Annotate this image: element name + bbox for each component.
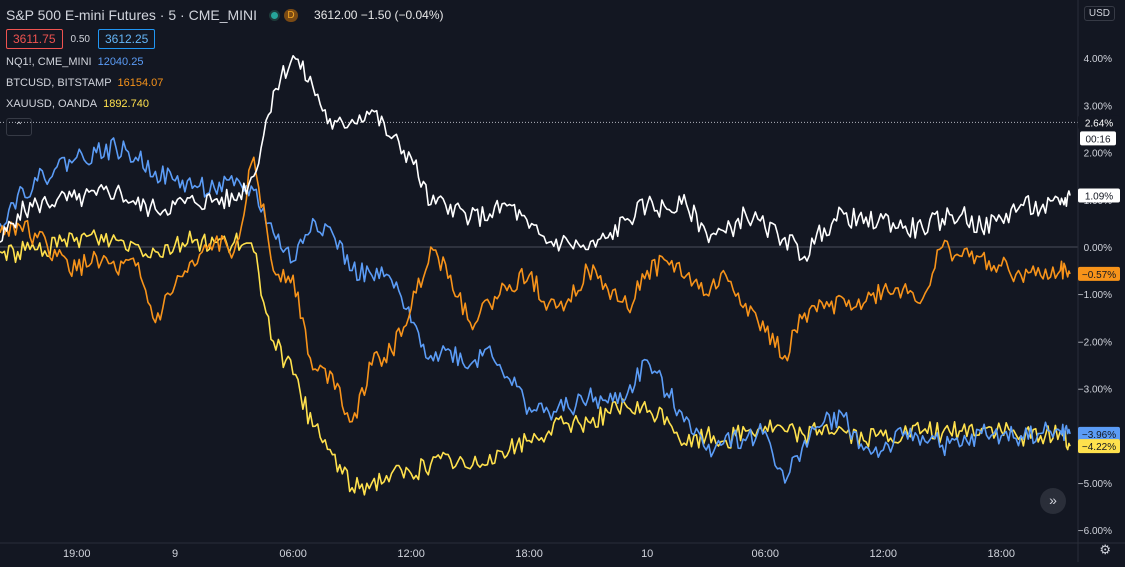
series-line-0[interactable] <box>0 55 1071 262</box>
reference-tag-bg <box>1078 115 1120 130</box>
x-tick-label: 18:00 <box>988 548 1016 560</box>
symbol-title[interactable]: S&P 500 E-mini Futures · 5 · CME_MINI <box>6 7 258 23</box>
compare-value: 1892.740 <box>103 98 149 110</box>
last-value-tag-0-bg <box>1078 188 1120 203</box>
y-tick-label: 2.00% <box>1084 149 1112 160</box>
legend: S&P 500 E-mini Futures · 5 · CME_MINI D … <box>6 6 443 136</box>
bid-price[interactable]: 3611.75 <box>6 29 63 49</box>
currency-button[interactable]: USD <box>1083 6 1115 21</box>
x-tick-label: 9 <box>172 548 178 560</box>
x-tick-label: 12:00 <box>869 548 897 560</box>
y-tick-label: −6.00% <box>1078 526 1112 537</box>
y-tick-label: −1.00% <box>1078 290 1112 301</box>
time-label: 00:16 <box>1085 134 1110 145</box>
x-tick-label: 10 <box>641 548 653 560</box>
last-value-tag-2: −0.57% <box>1082 270 1116 281</box>
y-tick-label: 3.00% <box>1084 101 1112 112</box>
gear-icon[interactable]: ⚙ <box>1099 542 1111 557</box>
compare-symbol: NQ1!, CME_MINI <box>6 56 92 68</box>
main-symbol-row[interactable]: S&P 500 E-mini Futures · 5 · CME_MINI D … <box>6 6 443 24</box>
series-line-2[interactable] <box>0 156 1071 423</box>
compare-value: 16154.07 <box>117 77 164 89</box>
x-tick-label: 19:00 <box>63 548 91 560</box>
x-tick-label: 18:00 <box>515 548 543 560</box>
compare-symbol: BTCUSD, BITSTAMP <box>6 77 112 89</box>
last-value-tag-2-bg <box>1078 266 1120 281</box>
chevron-up-icon[interactable]: ⌃ <box>6 118 32 136</box>
ask-price[interactable]: 3612.25 <box>97 29 156 49</box>
last-value-tag-3: −4.22% <box>1082 442 1116 453</box>
compare-row-nq[interactable]: NQ1!, CME_MINI 12040.25 <box>6 56 443 70</box>
green-dot-icon <box>269 9 281 21</box>
last-value-tag-3-bg <box>1078 439 1120 454</box>
last-value-tag-0: 1.09% <box>1085 192 1113 203</box>
time-label-bg <box>1080 131 1116 146</box>
spread-value: 0.50 <box>70 33 90 45</box>
x-tick-label: 06:00 <box>751 548 779 560</box>
compare-row-btc[interactable]: BTCUSD, BITSTAMP 16154.07 <box>6 77 443 91</box>
series-line-3[interactable] <box>0 229 1071 496</box>
compare-row-xau[interactable]: XAUUSD, OANDA 1892.740 <box>6 98 443 112</box>
last-value-tag-1-bg <box>1078 426 1120 441</box>
y-tick-label: 0.00% <box>1084 243 1112 254</box>
bid-ask-row: 3611.75 0.50 3612.25 <box>6 29 443 49</box>
compare-value: 12040.25 <box>97 56 144 68</box>
y-tick-label: 4.00% <box>1084 54 1112 65</box>
series-line-1[interactable] <box>0 137 1071 484</box>
last-value-tag-1: −3.96% <box>1082 430 1116 441</box>
compare-symbol: XAUUSD, OANDA <box>6 98 98 110</box>
double-chevron-right-icon[interactable]: » <box>1040 488 1066 514</box>
y-tick-label: −2.00% <box>1078 337 1112 348</box>
y-tick-label: −5.00% <box>1078 479 1112 490</box>
x-tick-label: 12:00 <box>397 548 425 560</box>
delayed-badge[interactable]: D <box>284 8 299 22</box>
x-tick-label: 06:00 <box>279 548 307 560</box>
price-readout: 3612.00 −1.50 (−0.04%) <box>314 8 444 22</box>
y-tick-label: −3.00% <box>1078 385 1112 396</box>
reference-tag: 2.64% <box>1085 118 1113 129</box>
